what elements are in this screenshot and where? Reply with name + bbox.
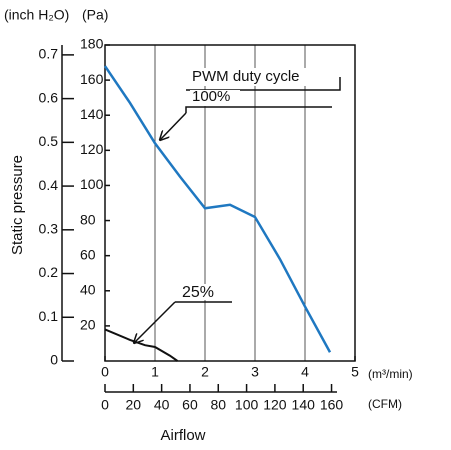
x-tick-label: 4: [301, 364, 309, 380]
y2-tick-label: 0.5: [39, 133, 59, 149]
x-axis-label: Airflow: [160, 427, 205, 444]
y-unit: (Pa): [82, 7, 108, 23]
y-tick-label: 60: [80, 246, 96, 262]
x-tick-label: 1: [151, 364, 159, 380]
y2-unit: (inch H₂O): [4, 7, 69, 23]
y-tick-label: 120: [80, 141, 104, 157]
annotation: 25%: [182, 284, 214, 301]
x2-unit: (CFM): [368, 397, 402, 411]
y2-tick-label: 0.1: [39, 308, 59, 324]
y2-tick-label: 0.3: [39, 221, 59, 237]
label-bg: [188, 68, 338, 86]
y-tick-label: 20: [80, 317, 96, 333]
x2-tick-label: 0: [101, 397, 109, 413]
y-tick-label: 100: [80, 176, 104, 192]
leader-line: [185, 106, 332, 113]
arrow: [160, 112, 187, 140]
y-tick-label: 180: [80, 36, 104, 52]
x-unit: (m³/min): [368, 367, 413, 381]
x-tick-label: 2: [201, 364, 209, 380]
x2-tick-label: 140: [292, 397, 316, 413]
series-line: [104, 328, 179, 362]
x2-tick-label: 60: [182, 397, 198, 413]
y-tick-label: 140: [80, 106, 104, 122]
y-tick-label: 80: [80, 211, 96, 227]
plot-frame: [104, 44, 356, 362]
y2-tick-label: 0.7: [39, 46, 59, 62]
x2-tick-label: 20: [126, 397, 142, 413]
x-tick-label: 5: [351, 364, 359, 380]
label-bg: [190, 90, 240, 106]
x2-tick-label: 120: [263, 397, 287, 413]
label-bg: [178, 284, 234, 300]
x2-tick-label: 100: [235, 397, 259, 413]
x2-tick-label: 40: [154, 397, 170, 413]
arrow: [134, 301, 176, 343]
series-line: [103, 65, 332, 353]
y-tick-label: 40: [80, 281, 96, 297]
y-axis-label: Static pressure: [9, 155, 26, 255]
x2-tick-label: 80: [210, 397, 226, 413]
x-tick-label: 3: [251, 364, 259, 380]
y2-tick-label: 0.6: [39, 89, 59, 105]
x2-tick-label: 160: [320, 397, 344, 413]
annotation: 100%: [192, 88, 230, 105]
y2-tick-label: 0: [50, 352, 58, 368]
x-tick-label: 0: [101, 364, 109, 380]
annotation: PWM duty cycle: [192, 68, 300, 85]
y-tick-label: 160: [80, 71, 104, 87]
y2-tick-label: 0.2: [39, 264, 59, 280]
y2-tick-label: 0.4: [39, 177, 59, 193]
